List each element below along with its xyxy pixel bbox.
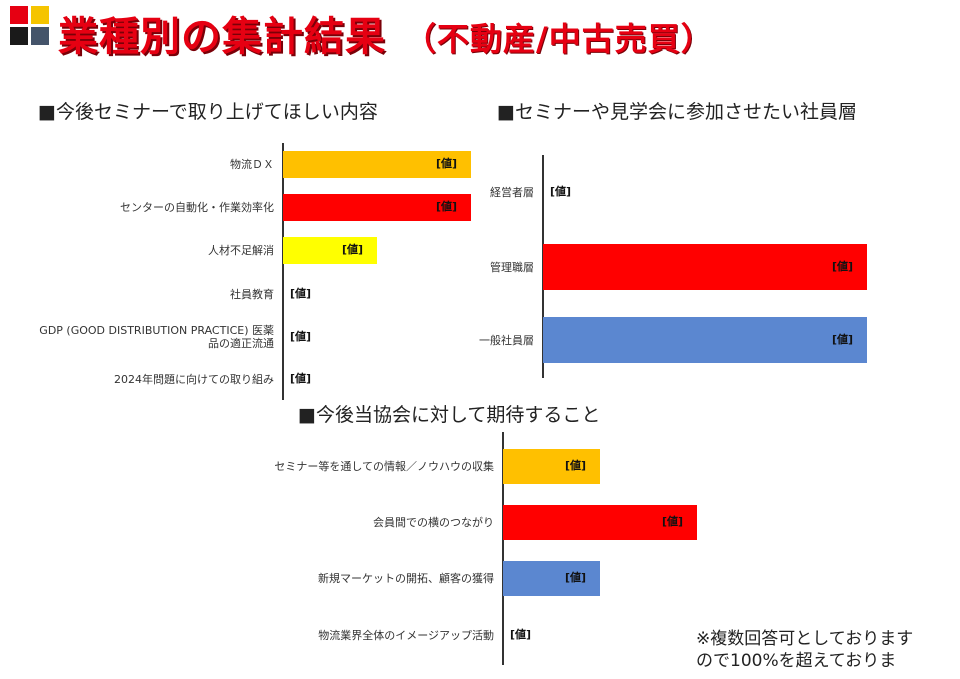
chart-3-category-label: 物流業界全体のイメージアップ活動 xyxy=(318,628,494,642)
chart-3-bar xyxy=(503,504,697,540)
logo-square-slate xyxy=(31,27,49,45)
logo xyxy=(10,6,50,46)
chart-2-data-label: [値] xyxy=(550,185,572,198)
chart-3-axis xyxy=(502,432,504,665)
logo-square-yellow xyxy=(31,6,49,24)
chart-1-category-label: 社員教育 xyxy=(230,287,274,301)
chart-1-category-label: 2024年問題に向けての取り組み xyxy=(114,372,274,386)
chart-1-axis xyxy=(282,143,284,400)
chart-2-category-label: 管理職層 xyxy=(490,260,534,274)
chart-2-bar xyxy=(543,317,867,363)
logo-square-red xyxy=(10,6,28,24)
chart-1-title: ■今後セミナーで取り上げてほしい内容 xyxy=(38,101,378,123)
chart-1-category-label: 人材不足解消 xyxy=(208,243,274,257)
chart-1-data-label: [値] xyxy=(290,372,312,385)
chart-2-data-label: [値] xyxy=(832,333,854,346)
chart-2-category-label: 経営者層 xyxy=(490,185,534,199)
chart-1-category-label: センターの自動化・作業効率化 xyxy=(120,200,274,214)
chart-1-bar xyxy=(283,193,471,221)
chart-3-bar xyxy=(503,448,600,484)
page-title-subtitle: （不動産/中古売買） xyxy=(404,20,714,58)
chart-1-data-label: [値] xyxy=(436,200,458,213)
chart-3-category-label: セミナー等を通しての情報／ノウハウの収集 xyxy=(274,459,494,473)
chart-1-data-label: [値] xyxy=(290,287,312,300)
chart-2-title: ■セミナーや見学会に参加させたい社員層 xyxy=(497,101,857,123)
chart-1-data-label: [値] xyxy=(290,330,312,343)
chart-1-bar xyxy=(283,150,471,178)
chart-1-data-label: [値] xyxy=(436,157,458,170)
chart-3-data-label: [値] xyxy=(510,628,532,641)
chart-2-data-label: [値] xyxy=(832,260,854,273)
footnote: ※複数回答可としております ので100%を超えておりま xyxy=(696,629,914,671)
page-title: 業種別の集計結果 （不動産/中古売買） xyxy=(58,4,714,62)
chart-1-bar xyxy=(283,236,377,264)
chart-3-category-label: 会員間での横のつながり xyxy=(373,515,494,529)
chart-3-title: ■今後当協会に対して期待すること xyxy=(298,404,601,426)
chart-3-data-label: [値] xyxy=(662,515,684,528)
chart-1-category-label: GDP (GOOD DISTRIBUTION PRACTICE) 医薬品の適正流… xyxy=(39,324,274,350)
chart-2-bar xyxy=(543,244,867,290)
chart-3-data-label: [値] xyxy=(565,459,587,472)
page-title-main: 業種別の集計結果 xyxy=(58,14,386,60)
chart-1-data-label: [値] xyxy=(342,243,364,256)
chart-1-category-label: 物流ＤＸ xyxy=(230,157,274,171)
chart-2-category-label: 一般社員層 xyxy=(479,333,534,347)
chart-3-category-label: 新規マーケットの開拓、顧客の獲得 xyxy=(318,571,494,585)
logo-square-black xyxy=(10,27,28,45)
chart-3-data-label: [値] xyxy=(565,571,587,584)
chart-3-bar xyxy=(503,560,600,596)
